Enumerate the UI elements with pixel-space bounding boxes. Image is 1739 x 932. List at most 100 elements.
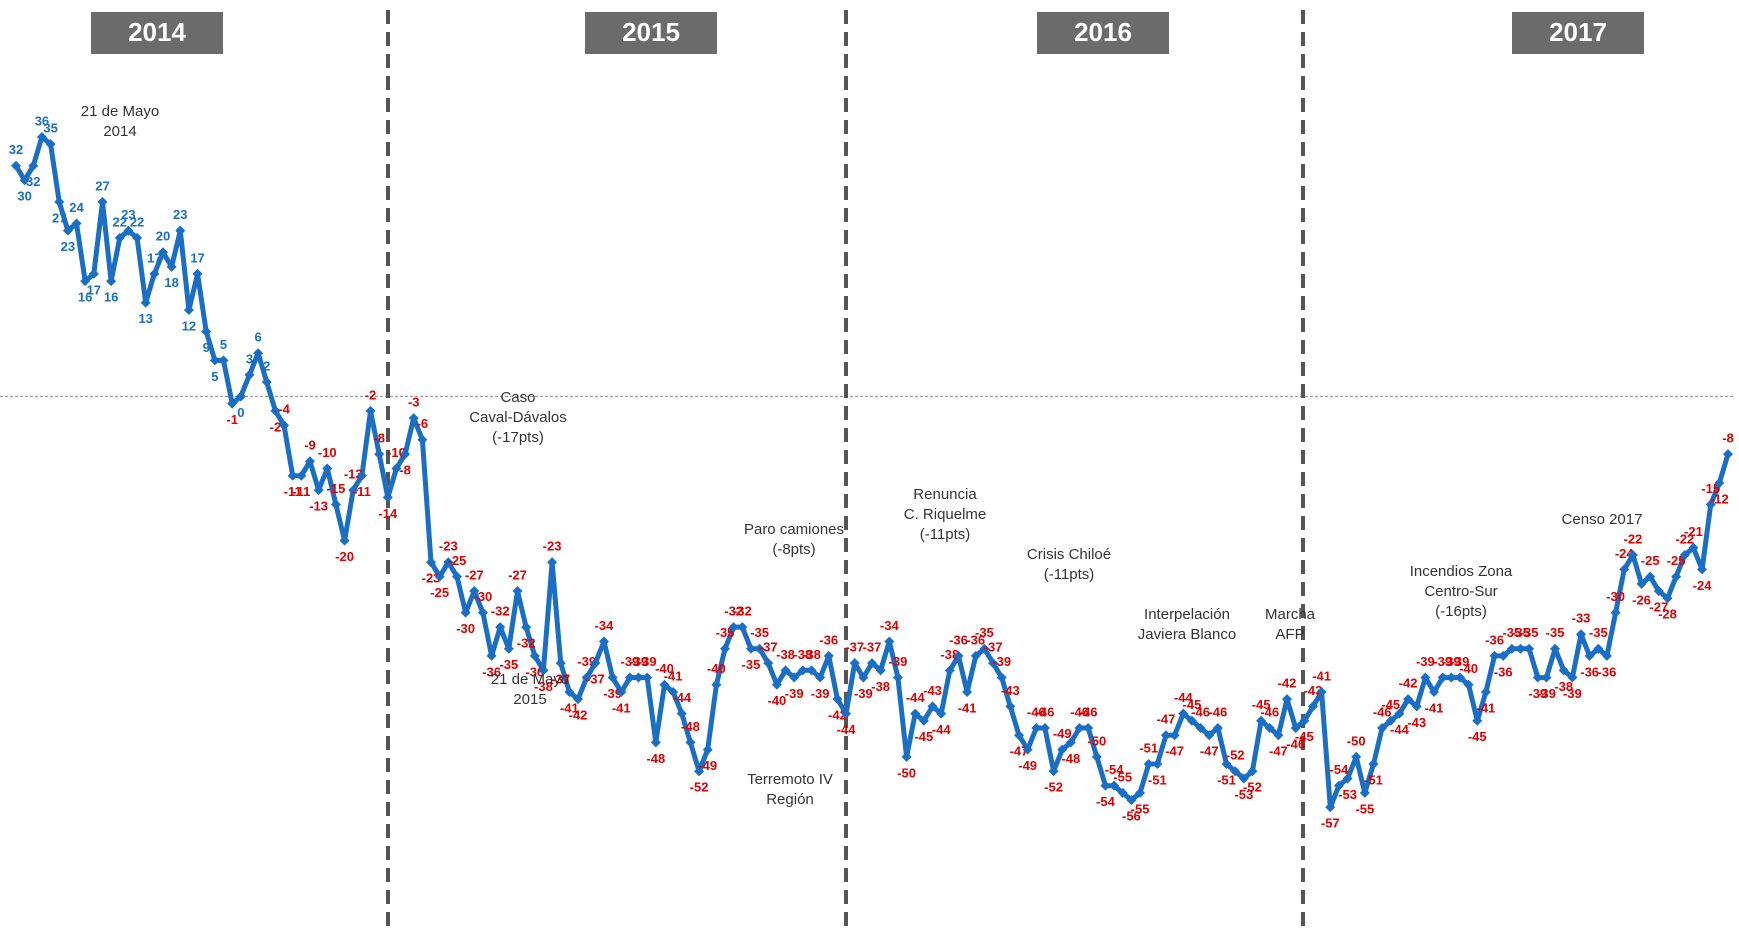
- marker: [1688, 542, 1699, 553]
- marker: [1178, 708, 1189, 719]
- marker: [1091, 751, 1102, 762]
- marker: [1385, 715, 1396, 726]
- data-label: -43: [1304, 683, 1323, 698]
- data-label: -30: [456, 621, 475, 636]
- marker: [806, 665, 817, 676]
- marker: [477, 607, 488, 618]
- data-label: 0: [237, 405, 244, 420]
- data-label: -37: [845, 640, 864, 655]
- marker: [1489, 650, 1500, 661]
- data-label: 32: [9, 142, 23, 157]
- data-label: -39: [1563, 686, 1582, 701]
- marker: [763, 658, 774, 669]
- marker: [1636, 578, 1647, 589]
- marker: [1679, 550, 1690, 561]
- marker: [875, 665, 886, 676]
- marker: [962, 686, 973, 697]
- annotation: 21 de Mayo: [491, 671, 569, 688]
- data-label: -35: [750, 625, 769, 640]
- marker: [11, 160, 21, 171]
- data-label: -23: [422, 571, 441, 586]
- marker: [400, 449, 411, 460]
- marker: [633, 672, 644, 683]
- data-label: -40: [707, 661, 726, 676]
- marker: [209, 355, 220, 366]
- marker: [1627, 550, 1638, 561]
- data-label: -6: [417, 416, 429, 431]
- marker: [659, 679, 670, 690]
- marker: [573, 694, 584, 705]
- marker: [244, 369, 255, 380]
- marker: [745, 643, 756, 654]
- data-label: -4: [278, 402, 290, 417]
- data-label: -2: [270, 419, 282, 434]
- year-box: [585, 12, 717, 54]
- data-label: -32: [517, 636, 536, 651]
- marker: [884, 636, 895, 647]
- data-label: -38: [940, 647, 959, 662]
- annotation: Incendios Zona: [1410, 563, 1513, 580]
- marker: [1135, 787, 1146, 798]
- annotation: Caso: [500, 389, 535, 406]
- data-label: -39: [638, 654, 657, 669]
- marker: [1619, 564, 1630, 575]
- marker: [1541, 672, 1552, 683]
- marker: [261, 377, 272, 388]
- data-label: -34: [880, 618, 900, 633]
- data-label: -3: [408, 395, 420, 410]
- data-label: -20: [335, 549, 354, 564]
- marker: [304, 456, 315, 467]
- annotation: (-11pts): [1044, 566, 1095, 583]
- annotation: Censo 2017: [1562, 511, 1643, 528]
- marker: [849, 658, 860, 669]
- marker: [486, 650, 497, 661]
- marker: [408, 413, 419, 424]
- data-label: -11: [284, 484, 302, 499]
- data-label: -35: [1502, 625, 1521, 640]
- data-label: -54: [1105, 762, 1125, 777]
- data-label: -50: [897, 765, 916, 780]
- marker: [279, 420, 290, 431]
- marker: [1429, 686, 1440, 697]
- marker: [469, 586, 480, 597]
- marker: [901, 751, 912, 762]
- marker: [1186, 715, 1197, 726]
- data-label: -36: [966, 632, 985, 647]
- data-label: -42: [1278, 676, 1297, 691]
- marker: [88, 268, 99, 279]
- marker: [166, 261, 177, 272]
- data-label: 32: [26, 174, 40, 189]
- data-label: -2: [365, 387, 377, 402]
- data-label: -11: [353, 484, 371, 499]
- data-label: 22: [130, 214, 144, 229]
- marker: [1420, 672, 1431, 683]
- marker: [201, 326, 212, 337]
- marker: [521, 622, 532, 633]
- data-label: -44: [672, 690, 692, 705]
- data-label: -42: [569, 708, 588, 723]
- data-label: -46: [1079, 704, 1098, 719]
- data-label: 16: [104, 290, 118, 305]
- data-label: -15: [1701, 481, 1720, 496]
- data-label: 9: [203, 340, 210, 355]
- marker: [417, 434, 428, 445]
- data-label: -46: [1208, 704, 1227, 719]
- data-label: -35: [1589, 625, 1608, 640]
- data-label: -39: [603, 686, 622, 701]
- marker: [996, 672, 1007, 683]
- marker: [451, 571, 462, 582]
- marker: [1273, 730, 1284, 741]
- marker: [1437, 672, 1448, 683]
- data-label: -8: [399, 463, 411, 478]
- marker: [970, 650, 981, 661]
- marker: [1048, 766, 1059, 777]
- marker: [71, 218, 82, 229]
- marker: [581, 672, 592, 683]
- data-label: -55: [1131, 801, 1150, 816]
- data-label: -45: [1468, 729, 1487, 744]
- year-box: [1037, 12, 1169, 54]
- data-label: -36: [819, 632, 838, 647]
- marker: [1264, 723, 1275, 734]
- data-label: -35: [1546, 625, 1565, 640]
- marker: [1342, 773, 1353, 784]
